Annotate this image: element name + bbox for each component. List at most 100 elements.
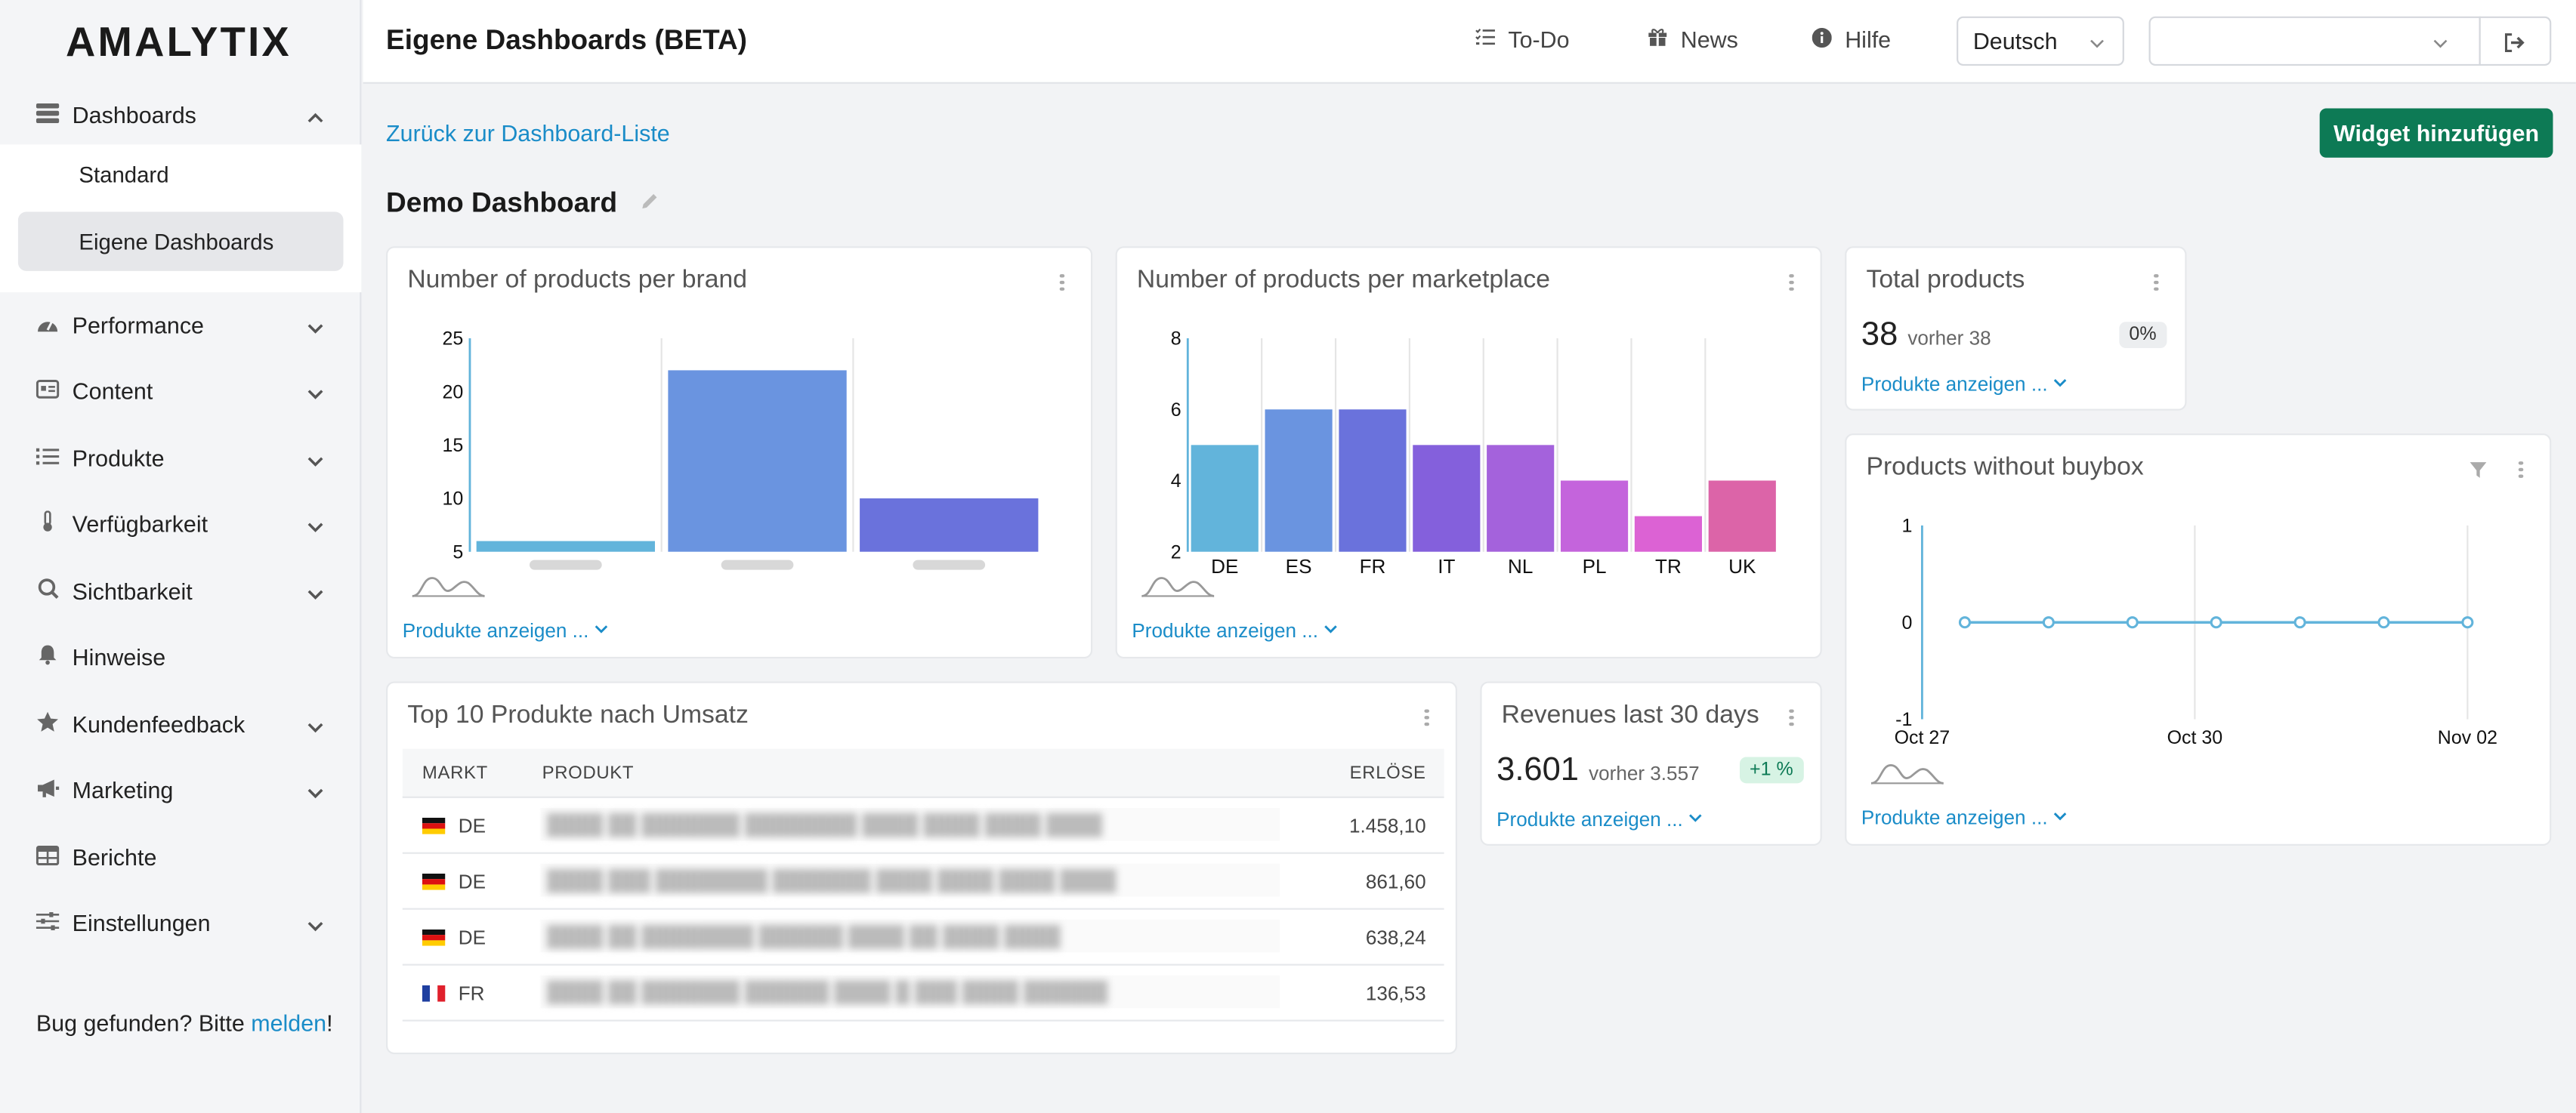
bar: [1487, 445, 1555, 552]
show-products-link[interactable]: Produkte anzeigen ...: [1861, 806, 2069, 829]
kebab-menu-icon[interactable]: [1789, 271, 1796, 293]
x-tick-label-redacted: [529, 560, 602, 570]
chart-type-icon[interactable]: [1138, 573, 1217, 603]
y-tick-label: 15: [442, 435, 463, 456]
bar: [1265, 409, 1333, 552]
sidebar-item-sichtbarkeit[interactable]: Sichtbarkeit: [0, 558, 361, 624]
flag-de-icon: [422, 929, 446, 946]
sidebar-item-content[interactable]: Content: [0, 358, 361, 424]
table-row[interactable]: DE ████ ██ ███████ ████████ ████ ████ ██…: [402, 798, 1444, 854]
y-tick-label: 20: [442, 381, 463, 402]
widget-title: Revenues last 30 days: [1501, 701, 1759, 729]
back-to-dashboard-list-link[interactable]: Zurück zur Dashboard-Liste: [386, 119, 670, 146]
widget-title: Products without buybox: [1866, 453, 2144, 482]
dashboard-title: Demo Dashboard: [386, 187, 658, 220]
kpi-value: 38 vorher 38: [1861, 316, 1991, 353]
kebab-menu-icon[interactable]: [2518, 458, 2525, 480]
bar: [1560, 480, 1629, 552]
table-row[interactable]: FR ████ ██ ███████ ██████ ████ █ ███ ███…: [402, 966, 1444, 1022]
widget-title: Number of products per brand: [407, 266, 748, 294]
sidebar: AMALYTIX Dashboards Standard Eigene Dash…: [0, 0, 362, 1113]
help-link[interactable]: Hilfe: [1812, 26, 1891, 53]
sidebar-item-kundenfeedback[interactable]: Kundenfeedback: [0, 692, 361, 757]
show-products-link[interactable]: Produkte anzeigen ...: [1496, 808, 1704, 831]
chevron-up-icon: [305, 106, 323, 123]
show-products-link[interactable]: Produkte anzeigen ...: [403, 619, 610, 642]
show-products-link[interactable]: Produkte anzeigen ...: [1861, 373, 2069, 396]
y-tick-label: 8: [1171, 328, 1181, 350]
sidebar-item-dashboards[interactable]: Dashboards: [0, 82, 361, 148]
checklist-icon: [1475, 28, 1495, 51]
sidebar-item-hinweise[interactable]: Hinweise: [0, 624, 361, 689]
column-header-product[interactable]: PRODUKT: [542, 763, 635, 784]
logout-button[interactable]: [2479, 16, 2552, 66]
dashboards-submenu: Standard Eigene Dashboards: [0, 144, 362, 293]
widget-products-per-brand: Number of products per brand 5 10 15 20 25 P…: [386, 246, 1093, 659]
chart-type-icon[interactable]: [409, 573, 488, 603]
x-tick-label: TR: [1655, 555, 1682, 576]
sidebar-item-verfuegbarkeit[interactable]: Verfügbarkeit: [0, 491, 361, 556]
widget-title: Number of products per marketplace: [1136, 266, 1550, 294]
bar: [1339, 409, 1407, 552]
product-name-redacted: ████ ██ ████████ ██████ ████ ██ ████ ███…: [540, 919, 1280, 953]
sidebar-item-label: Dashboards: [72, 101, 196, 128]
kebab-menu-icon[interactable]: [1789, 706, 1796, 728]
add-widget-button[interactable]: Widget hinzufügen: [2319, 108, 2553, 158]
y-tick-label: 1: [1901, 516, 1912, 537]
marketplace-bar-chart: 2 4 6 8 DE ES FR IT NL PL TR UK: [1171, 328, 1776, 576]
data-point: [2377, 616, 2390, 629]
info-icon: [1812, 26, 1832, 52]
megaphone-icon: [35, 778, 61, 803]
sidebar-item-einstellungen[interactable]: Einstellungen: [0, 890, 361, 956]
y-tick-label: 5: [452, 541, 463, 563]
topbar: Eigene Dashboards (BETA) To-Do News Hilf…: [363, 0, 2576, 84]
sidebar-subitem-eigene-dashboards[interactable]: Eigene Dashboards: [17, 211, 344, 271]
bug-report-text: Bug gefunden? Bitte melden!: [36, 1010, 333, 1037]
chevron-down-icon: [594, 619, 610, 642]
kebab-menu-icon[interactable]: [1059, 271, 1067, 293]
account-select[interactable]: [2148, 16, 2481, 66]
kebab-menu-icon[interactable]: [2154, 271, 2161, 293]
list-icon: [35, 446, 61, 470]
show-products-link[interactable]: Produkte anzeigen ...: [1132, 619, 1339, 642]
bar: [860, 498, 1039, 552]
product-name-redacted: ████ ██ ███████ ████████ ████ ████ ████ …: [540, 807, 1280, 841]
sliders-icon: [35, 911, 61, 936]
buybox-line-chart: -1 0 1 Oct 27 Oct 30 Nov 02: [1895, 516, 2497, 748]
gift-icon: [1648, 28, 1667, 51]
filter-icon[interactable]: [2469, 458, 2488, 488]
sidebar-item-marketing[interactable]: Marketing: [0, 757, 361, 823]
sidebar-subitem-standard[interactable]: Standard: [79, 162, 169, 187]
bug-report-link[interactable]: melden: [251, 1010, 327, 1037]
column-header-revenue[interactable]: ERLÖSE: [1349, 763, 1426, 784]
x-tick-label: IT: [1438, 555, 1455, 576]
flag-de-icon: [422, 818, 446, 834]
chart-type-icon[interactable]: [1868, 760, 1947, 790]
logo[interactable]: AMALYTIX: [65, 20, 292, 66]
y-tick-label: 6: [1171, 399, 1181, 421]
news-link[interactable]: News: [1648, 26, 1738, 53]
flag-fr-icon: [422, 985, 446, 1002]
table-header: MARKT PRODUKT ERLÖSE: [402, 748, 1444, 798]
kebab-menu-icon[interactable]: [1424, 706, 1431, 728]
sidebar-item-berichte[interactable]: Berichte: [0, 825, 361, 890]
chevron-down-icon: [2088, 31, 2106, 57]
product-name-redacted: ████ ██ ███████ ██████ ████ █ ███ ████ █…: [540, 975, 1280, 1009]
table-row[interactable]: DE ████ ██ ████████ ██████ ████ ██ ████ …: [402, 910, 1444, 966]
x-tick-label-redacted: [913, 560, 986, 570]
sidebar-item-performance[interactable]: Performance: [0, 292, 361, 358]
sidebar-item-produkte[interactable]: Produkte: [0, 425, 361, 491]
table-icon: [35, 844, 61, 870]
data-point: [2293, 616, 2306, 629]
chevron-down-icon: [305, 317, 323, 334]
chevron-down-icon: [2052, 373, 2069, 396]
table-row[interactable]: DE ████ ███ ████████ ███████ ████ ████ █…: [402, 854, 1444, 910]
column-header-market[interactable]: MARKT: [422, 763, 488, 784]
x-tick-label: Nov 02: [2438, 727, 2497, 747]
language-select[interactable]: Deutsch: [1957, 16, 2124, 66]
x-tick-label: Oct 27: [1895, 727, 1951, 747]
pencil-icon[interactable]: [641, 192, 659, 214]
y-tick-label: 2: [1171, 541, 1181, 563]
y-tick-label: 25: [442, 328, 463, 350]
todo-link[interactable]: To-Do: [1475, 26, 1570, 53]
